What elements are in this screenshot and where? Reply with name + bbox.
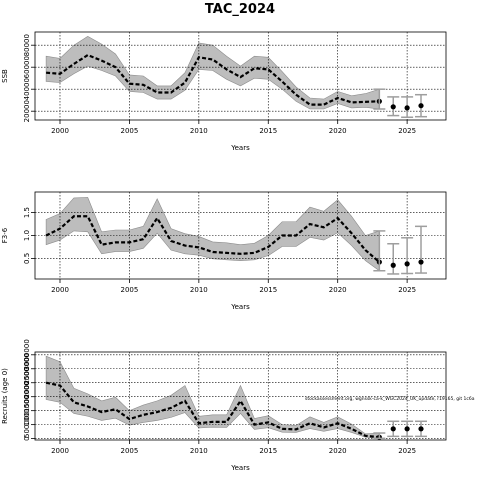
forecast-point — [390, 104, 396, 110]
annotation-text: stockassessment.org, wgnssk-ca-k_WGC2024… — [305, 396, 475, 402]
x-axis-label: Years — [230, 464, 250, 472]
plot-frame — [34, 31, 447, 121]
x-axis-label: Years — [230, 144, 250, 152]
y-tick-label: 60000 — [23, 56, 31, 78]
panels: 2000 2005 2010 2015 2020 20252000040000600008… — [1, 31, 447, 472]
estimate-line — [45, 381, 380, 439]
x-tick-label: 2010 — [190, 447, 208, 455]
forecast-point — [418, 426, 424, 432]
confidence-band — [45, 36, 380, 110]
x-tick-label: 2005 — [121, 127, 139, 135]
panel-3: 2000 2005 2010 2015 2020 2025 0500000100000015… — [1, 339, 447, 472]
x-tick-label: 2000 — [51, 127, 69, 135]
x-axis-label: Years — [230, 303, 250, 311]
forecast-point — [390, 426, 396, 432]
forecast-point — [404, 426, 410, 432]
x-tick-label: 2015 — [259, 127, 277, 135]
forecast-point — [404, 261, 410, 267]
y-axis-label: Recruits (age 0) — [1, 368, 9, 424]
forecast-point — [418, 259, 424, 265]
x-tick-label: 2000 — [51, 447, 69, 455]
x-tick-label: 2025 — [398, 447, 416, 455]
estimate-line — [46, 53, 380, 106]
y-tick-label: 500000 — [23, 411, 31, 438]
y-axis-label: F3-6 — [1, 227, 9, 243]
y-tick-label: 40000 — [23, 78, 31, 100]
x-tick-label: 2015 — [259, 286, 277, 294]
forecast-point — [390, 262, 396, 268]
y-tick-label: 1.5 — [23, 207, 31, 218]
y-tick-label: 2500000 — [23, 353, 31, 384]
y-tick-label: 20000 — [23, 100, 31, 122]
y-tick-label: 2000000 — [23, 367, 31, 398]
x-tick-label: 2005 — [121, 447, 139, 455]
y-tick-label: 1.0 — [23, 230, 31, 241]
forecast-point — [418, 103, 424, 109]
panel-2: 2000 2005 2010 2015 2020 2025 0.5 1.0 1.5 Years F3… — [1, 191, 447, 311]
figure-title: TAC_2024 — [205, 2, 275, 17]
x-tick-label: 2020 — [329, 127, 347, 135]
x-tick-label: 2025 — [398, 127, 416, 135]
y-tick-label: 0.5 — [23, 253, 31, 264]
x-tick-label: 2025 — [398, 286, 416, 294]
x-tick-label: 2010 — [190, 127, 208, 135]
x-tick-label: 2020 — [329, 447, 347, 455]
y-tick-label: 3000000 — [23, 339, 31, 370]
x-tick-label: 2015 — [259, 447, 277, 455]
x-tick-label: 2010 — [190, 286, 208, 294]
x-tick-label: 2000 — [51, 286, 69, 294]
x-tick-label: 2005 — [121, 286, 139, 294]
confidence-band — [45, 197, 380, 272]
y-axis-label: SSB — [1, 69, 9, 83]
y-tick-label: 80000 — [23, 34, 31, 56]
forecast-point — [404, 105, 410, 111]
plot-frame — [34, 351, 447, 441]
y-tick-label: 1000000 — [23, 395, 31, 426]
estimate-line — [45, 215, 381, 263]
y-tick-label: 1500000 — [23, 381, 31, 412]
panel-1: 2000 2005 2010 2015 2020 2025 2000040000600008… — [1, 31, 447, 152]
x-tick-label: 2020 — [329, 286, 347, 294]
y-tick-label: 0 — [23, 436, 31, 440]
